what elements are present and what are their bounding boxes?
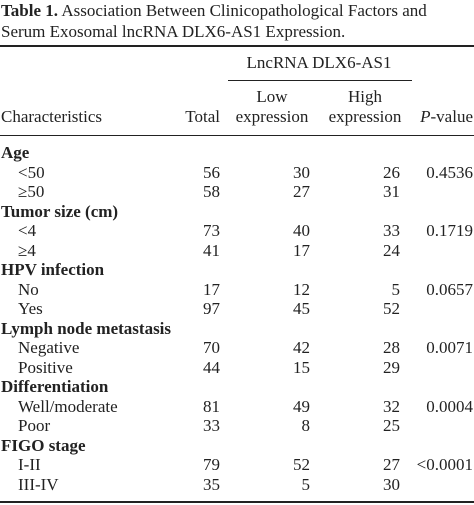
row-high: 28 — [383, 338, 400, 357]
group-heading: HPV infection — [1, 260, 105, 279]
bottom-rule — [0, 501, 474, 503]
row-high: 27 — [383, 455, 400, 474]
group-heading: Differentiation — [1, 377, 109, 396]
row-p-value: 0.0657 — [426, 279, 473, 299]
row-label: III-IV — [18, 474, 59, 494]
row-high: 31 — [383, 182, 400, 201]
row-p-value: 0.1719 — [426, 221, 473, 240]
row-high: 29 — [383, 357, 400, 377]
row-high: 25 — [383, 416, 400, 435]
row-p-value: 0.0071 — [426, 338, 473, 357]
row-total: 41 — [203, 240, 220, 260]
table-caption: Table 1. Association Between Clinicopath… — [1, 0, 474, 42]
row-low: 17 — [293, 240, 310, 260]
row-label: Yes — [18, 299, 43, 318]
group-header: LncRNA DLX6-AS1 — [246, 53, 392, 72]
row-low: 5 — [301, 474, 311, 494]
row-p-value: 0.4536 — [426, 162, 473, 182]
header-rule — [0, 135, 474, 136]
row-high: 5 — [391, 279, 401, 299]
row-label: I-II — [18, 455, 41, 474]
row-label: ≥50 — [18, 182, 45, 201]
row-label: Well/moderate — [18, 396, 118, 416]
row-low: 15 — [293, 357, 310, 377]
header-p-value: P-value — [400, 107, 473, 127]
row-total: 58 — [203, 182, 220, 201]
table-label: Table 1. — [1, 1, 59, 20]
header-low-line2: expression — [235, 107, 309, 126]
header-low-line1: Low — [256, 87, 288, 106]
row-label: Positive — [18, 357, 73, 377]
row-total: 81 — [203, 396, 220, 416]
row-label: <4 — [18, 221, 37, 240]
group-rule — [228, 80, 412, 81]
table-title: Association Between Clinicopathological … — [1, 1, 427, 41]
row-label: No — [18, 279, 39, 299]
row-high: 24 — [383, 240, 400, 260]
row-total: 33 — [203, 416, 220, 435]
top-rule — [0, 45, 474, 47]
row-label: ≥4 — [18, 240, 36, 260]
group-heading: FIGO stage — [1, 435, 86, 455]
row-high: 32 — [383, 396, 400, 416]
row-total: 73 — [203, 221, 220, 240]
row-p-value: <0.0001 — [416, 455, 473, 474]
group-heading: Age — [1, 143, 30, 162]
row-low: 27 — [293, 182, 310, 201]
row-total: 44 — [203, 357, 220, 377]
row-low: 12 — [293, 279, 310, 299]
header-characteristics: Characteristics — [1, 107, 103, 126]
header-high-line1: High — [348, 87, 382, 106]
row-total: 79 — [203, 455, 220, 474]
row-total: 70 — [203, 338, 220, 357]
row-low: 8 — [301, 416, 311, 435]
row-high: 52 — [383, 299, 400, 318]
header-p-suffix: -value — [430, 107, 473, 126]
row-high: 26 — [383, 162, 400, 182]
row-label: Negative — [18, 338, 80, 357]
row-low: 45 — [293, 299, 310, 318]
row-label: <50 — [18, 162, 45, 182]
row-p-value: 0.0004 — [426, 396, 473, 416]
row-low: 42 — [293, 338, 310, 357]
row-low: 52 — [293, 455, 310, 474]
group-heading: Tumor size (cm) — [1, 201, 119, 221]
row-low: 49 — [293, 396, 310, 416]
row-total: 97 — [203, 299, 220, 318]
row-low: 40 — [293, 221, 310, 240]
header-high-line2: expression — [328, 107, 402, 126]
row-total: 35 — [203, 474, 220, 494]
row-label: Poor — [18, 416, 51, 435]
header-total: Total — [185, 107, 220, 126]
row-high: 33 — [383, 221, 400, 240]
header-p-letter: P — [420, 107, 431, 126]
row-high: 30 — [383, 474, 400, 494]
row-total: 56 — [203, 162, 220, 182]
group-heading: Lymph node metastasis — [1, 318, 172, 338]
row-low: 30 — [293, 162, 310, 182]
row-total: 17 — [203, 279, 220, 299]
